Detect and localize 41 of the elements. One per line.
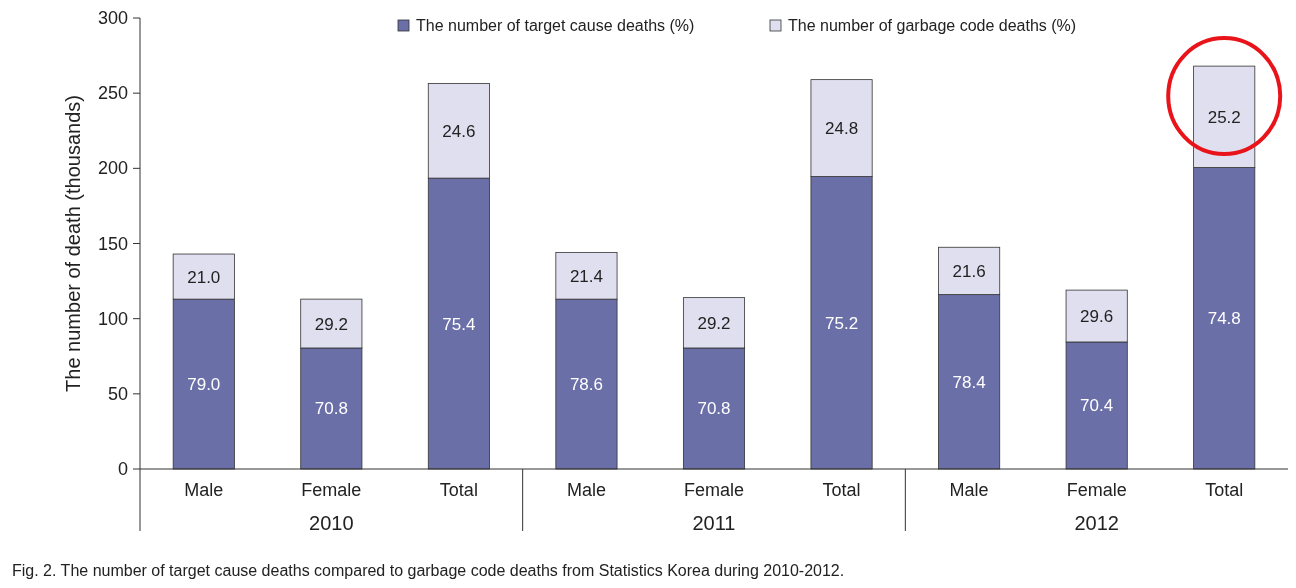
- x-tick-label: Female: [301, 480, 362, 500]
- x-tick-label: Male: [949, 480, 989, 500]
- y-axis-title: The number of death (thousands): [62, 95, 84, 392]
- y-tick-label: 150: [97, 233, 128, 254]
- annotation: 21.0: [187, 267, 221, 287]
- annotation: 70.8: [314, 399, 348, 419]
- annotation: 78.4: [952, 372, 986, 392]
- annotation: 21.6: [952, 261, 986, 281]
- annotation: 29.6: [1080, 307, 1114, 327]
- x-tick-label: Total: [822, 480, 861, 500]
- x-tick-label: Female: [1066, 480, 1127, 500]
- y-tick-label: 200: [97, 158, 128, 179]
- x-tick-label: Male: [566, 480, 606, 500]
- y-tick-label: 0: [117, 459, 128, 479]
- y-tick-label: 300: [97, 8, 128, 28]
- annotation: 79.0: [187, 375, 221, 395]
- x-tick-label: Female: [683, 480, 745, 500]
- y-tick-label: 250: [97, 83, 128, 104]
- legend-label: The number of garbage code deaths (%): [788, 17, 1077, 34]
- annotation: 29.2: [314, 314, 348, 334]
- text: 2010: [309, 512, 354, 534]
- annotation: 24.8: [825, 119, 859, 139]
- caption: Fig. 2. The number of target cause deaths compared to garbage code deaths from Statistics Korea during 2010-2012.: [12, 562, 845, 579]
- x-tick-label: Total: [1205, 480, 1244, 500]
- annotation: 78.6: [569, 375, 603, 395]
- annotation: 74.8: [1207, 309, 1241, 329]
- text: 2011: [692, 512, 736, 534]
- y-tick-label: 50: [107, 383, 128, 404]
- x-tick-label: Total: [439, 480, 478, 500]
- legend-label: The number of target cause deaths (%): [416, 17, 695, 34]
- annotation: 29.2: [697, 313, 731, 333]
- annotation: 21.4: [569, 266, 603, 286]
- annotation: 24.6: [442, 121, 476, 141]
- x-tick-label: Male: [184, 480, 224, 500]
- annotation: 75.2: [825, 313, 859, 333]
- annotation: 25.2: [1207, 107, 1241, 127]
- text: 2012: [1074, 512, 1119, 534]
- annotation: 70.4: [1080, 396, 1114, 416]
- y-tick-label: 100: [97, 308, 128, 329]
- annotation: 75.4: [442, 314, 476, 334]
- annotation: 70.8: [697, 399, 731, 419]
